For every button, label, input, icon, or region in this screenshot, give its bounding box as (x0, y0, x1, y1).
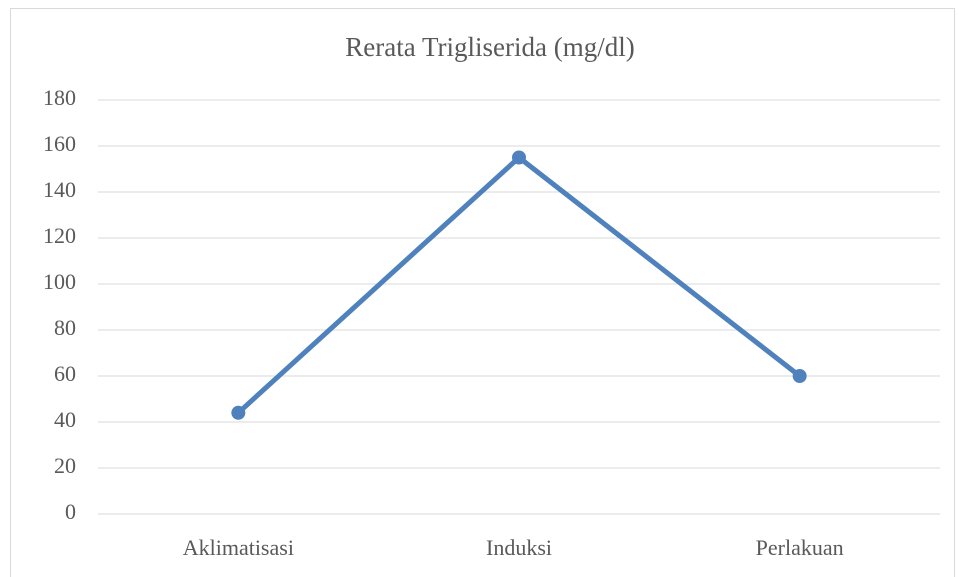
y-tick-label: 0 (65, 499, 76, 524)
data-point (512, 150, 526, 165)
y-tick-label: 160 (43, 131, 76, 156)
y-tick-label: 140 (43, 177, 76, 202)
chart-title: Rerata Trigliserida (mg/dl) (345, 32, 634, 62)
y-tick-label: 180 (43, 85, 76, 110)
chart-border (10, 8, 955, 577)
x-tick-label: Induksi (486, 535, 552, 560)
y-tick-label: 40 (54, 407, 76, 432)
y-tick-label: 80 (54, 315, 76, 340)
y-tick-label: 60 (54, 361, 76, 386)
data-point (231, 405, 246, 420)
x-tick-label: Perlakuan (756, 535, 844, 560)
x-tick-label: Aklimatisasi (183, 535, 294, 560)
y-tick-label: 20 (54, 453, 76, 478)
data-point (792, 369, 807, 383)
y-tick-label: 100 (43, 269, 76, 294)
y-tick-label: 120 (43, 223, 76, 248)
